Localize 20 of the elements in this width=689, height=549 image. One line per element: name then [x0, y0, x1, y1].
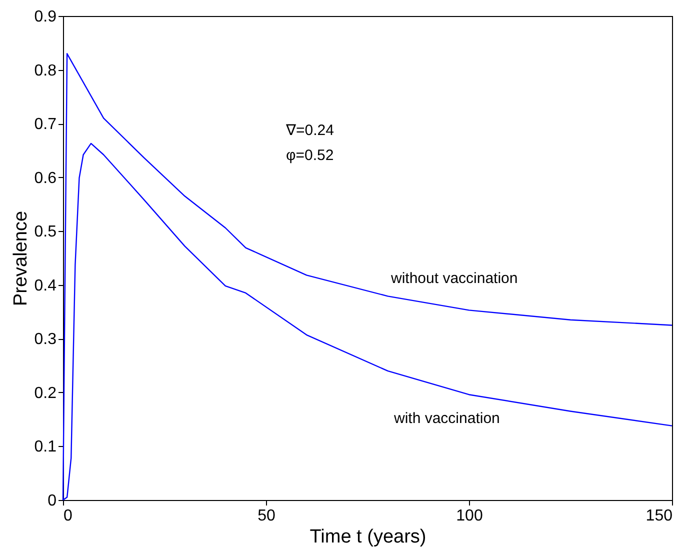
y-tick-label: 0.6	[34, 170, 57, 187]
annotation: ∇=0.24	[285, 122, 334, 139]
y-axis-title: Prevalence	[10, 210, 32, 306]
x-tick-label: 0	[64, 508, 72, 524]
y-tick-label: 0.7	[34, 116, 57, 134]
y-tick-label: 0	[48, 492, 57, 510]
y-tick-label: 0.2	[34, 384, 57, 402]
x-axis-title: Time t (years)	[310, 526, 426, 548]
annotation: with vaccination	[393, 410, 500, 427]
y-tick-label: 0.1	[34, 438, 57, 456]
y-tick-label: 0.9	[34, 8, 57, 26]
x-tick-label: 100	[456, 508, 483, 524]
x-tick-label: 150	[646, 508, 673, 524]
y-tick-label: 0.5	[34, 224, 57, 241]
y-tick-label: 0.8	[34, 62, 57, 80]
annotation: without vaccination	[390, 270, 518, 287]
y-tick-label: 0.3	[34, 331, 57, 348]
x-tick-label: 50	[258, 508, 276, 524]
y-tick-label: 0.4	[34, 277, 57, 294]
annotation: φ=0.52	[286, 147, 334, 164]
